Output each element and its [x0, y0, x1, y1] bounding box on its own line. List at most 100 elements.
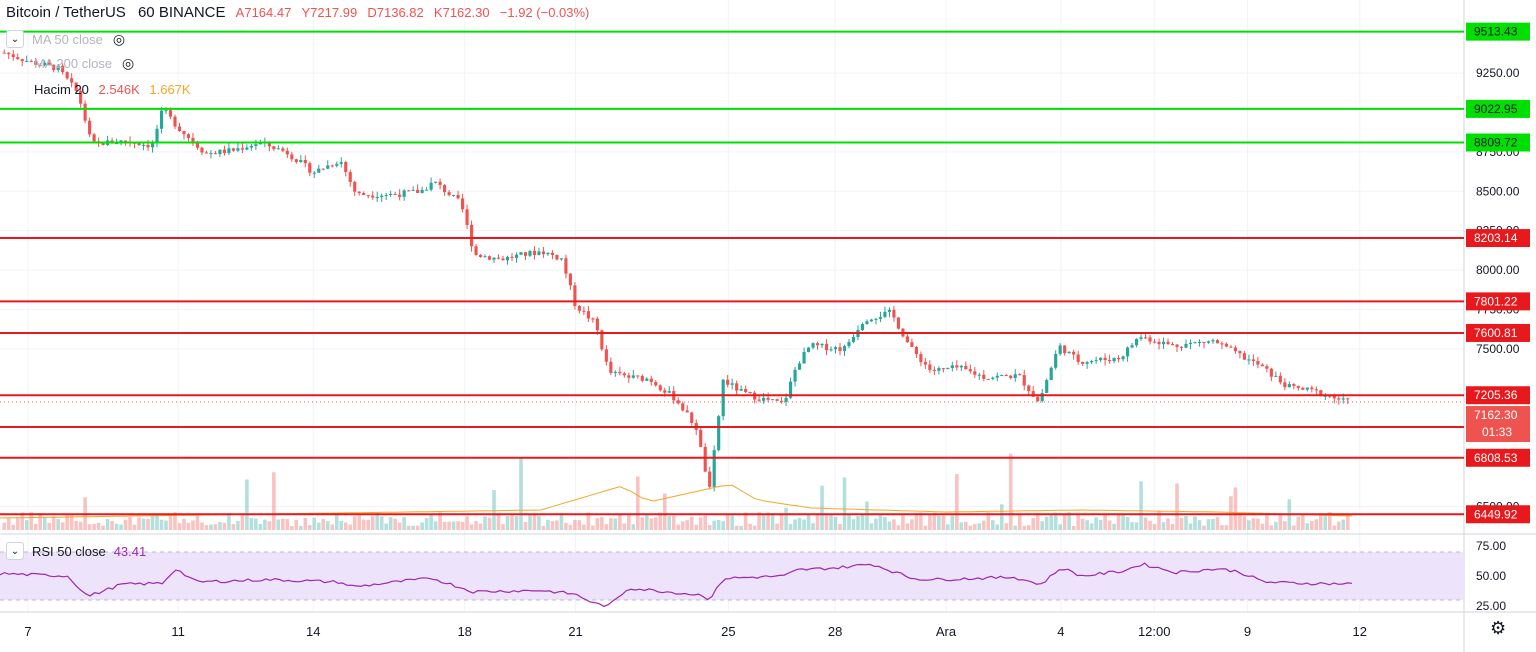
volume-bar: [698, 517, 703, 530]
volume-bar: [600, 517, 604, 530]
rsi-line: [0, 562, 1353, 608]
volume-legend[interactable]: Hacim 20 2.546K 1.667K: [34, 82, 191, 97]
candle-body: [739, 388, 743, 391]
volume-bar: [204, 525, 209, 530]
volume-bar: [1292, 525, 1296, 530]
candle-body: [1224, 343, 1229, 347]
candle-body: [573, 285, 577, 307]
candle-body: [586, 311, 590, 319]
candle-body: [519, 252, 523, 255]
volume-bar: [990, 520, 995, 530]
candle-body: [1332, 395, 1336, 399]
candle-body: [977, 374, 981, 376]
candle-body: [362, 193, 366, 196]
volume-bar: [29, 512, 34, 530]
candle-body: [654, 382, 658, 386]
volume-bar: [6, 517, 11, 530]
candle-body: [838, 347, 842, 351]
candle-body: [514, 254, 519, 258]
rsi-band: [0, 552, 1464, 600]
candle-body: [824, 343, 829, 351]
level-label-box: [1466, 229, 1530, 248]
volume-bar: [977, 523, 982, 530]
candle-body: [627, 375, 631, 378]
volume-bar: [294, 519, 299, 530]
volume-bar: [96, 522, 101, 530]
candle-body: [34, 61, 38, 65]
candle-body: [699, 429, 703, 447]
volume-bar: [514, 515, 519, 530]
candle-body: [564, 258, 568, 274]
candle-body: [1166, 341, 1170, 345]
volume-bar: [429, 513, 433, 530]
volume-bar: [1130, 522, 1134, 530]
candle-body: [1197, 341, 1202, 343]
level-label-box: [1466, 292, 1530, 311]
chevron-down-icon[interactable]: ⌄: [6, 30, 24, 48]
volume-bar: [999, 504, 1004, 530]
volume-bar: [519, 458, 523, 530]
ma200-legend[interactable]: MA 200 close ◎: [34, 55, 134, 72]
volume-bar: [69, 515, 74, 530]
volume-bar: [290, 525, 294, 530]
candle-body: [973, 371, 977, 375]
volume-bar: [523, 522, 528, 530]
candle-body: [964, 365, 968, 370]
candle-body: [1337, 398, 1341, 400]
candle-body: [447, 192, 451, 196]
candle-body: [1274, 375, 1278, 377]
candle-body: [460, 198, 465, 210]
candle-body: [317, 168, 321, 173]
candle-body: [914, 346, 918, 355]
volume-bar: [1247, 520, 1251, 530]
volume-bar: [743, 512, 748, 530]
time-tick-label: 12:00: [1138, 624, 1171, 639]
gear-icon[interactable]: ⚙: [1490, 618, 1507, 638]
volume-bar: [123, 519, 128, 530]
candle-body: [43, 62, 47, 66]
candle-body: [757, 399, 761, 401]
candle-body: [1319, 390, 1323, 397]
volume-bar: [752, 525, 757, 530]
level-label: 7205.36: [1474, 388, 1518, 402]
volume-bar: [249, 518, 254, 530]
candle-body: [645, 378, 649, 381]
eye-off-icon[interactable]: ◎: [112, 30, 126, 47]
candle-body: [380, 195, 384, 198]
volume-bar: [1049, 514, 1053, 530]
rsi-legend[interactable]: ⌄ RSI 50 close 43.41: [6, 542, 146, 560]
interval[interactable]: 60: [137, 4, 155, 21]
chevron-down-icon[interactable]: ⌄: [6, 542, 24, 560]
candle-body: [865, 321, 869, 325]
candle-body: [991, 377, 995, 379]
candle-body: [658, 385, 662, 391]
candle-body: [186, 134, 191, 138]
volume-bar: [352, 516, 357, 530]
volume-bar: [186, 522, 191, 530]
volume-bar: [1170, 523, 1175, 530]
candle-body: [1103, 357, 1107, 361]
rsi-value: 43.41: [113, 543, 147, 559]
candle-body: [20, 59, 24, 62]
volume-bar: [254, 518, 258, 530]
volume-bar: [591, 525, 595, 530]
volume-bar: [258, 524, 263, 530]
candle-body: [591, 318, 595, 320]
candle-body: [1027, 385, 1031, 392]
candle-body: [559, 258, 563, 260]
candle-body: [717, 416, 721, 451]
symbol-name[interactable]: Bitcoin / TetherUS: [6, 4, 126, 21]
candle-body: [842, 346, 847, 351]
candle-body: [505, 256, 510, 261]
eye-off-icon[interactable]: ◎: [122, 55, 135, 71]
candle-body: [510, 256, 514, 258]
volume-bar: [281, 518, 285, 530]
ma50-legend[interactable]: ⌄ MA 50 close ◎: [6, 30, 125, 48]
volume-bar: [424, 518, 429, 530]
candle-body: [213, 153, 218, 155]
candle-body: [1256, 361, 1260, 365]
candle-body: [7, 52, 11, 55]
candle-body: [1040, 392, 1044, 402]
volume-bar: [811, 523, 815, 530]
